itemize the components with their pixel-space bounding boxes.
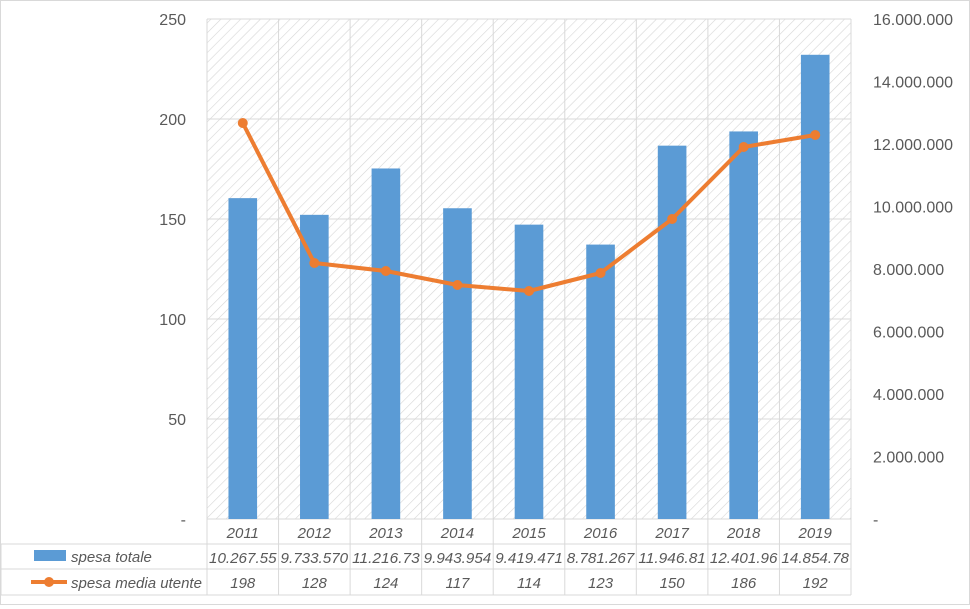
right-axis-tick-label: 16.000.000 [873,12,953,29]
x-axis-category-label: 2016 [583,525,618,542]
data-table-value: 117 [445,575,470,592]
right-axis-tick-label: - [873,512,878,529]
x-axis-category-label: 2017 [654,525,689,542]
bar [228,198,258,519]
left-axis-tick-label: 150 [159,212,186,229]
data-table: 2011 2012 2013 2014 2015 2016 2017 2018 2019 spes… [0,519,852,596]
data-table-value: 9.419.471 [495,550,563,567]
left-axis: - 50 100 150 200 250 [159,12,186,529]
data-table-value: 123 [588,575,614,592]
x-axis-category-label: 2014 [440,525,474,542]
left-axis-tick-label: 50 [168,412,186,429]
data-table-value: 128 [302,575,328,592]
data-table-value: 114 [517,575,541,592]
data-point [309,258,320,268]
bar-series [228,54,830,520]
bar [371,168,401,520]
data-point [452,280,463,290]
right-axis-tick-label: 14.000.000 [873,75,953,92]
data-point [237,118,248,128]
left-axis-tick-label: 200 [159,112,186,129]
legend-key-bar [34,550,66,561]
data-table-value: 11.946.81 [638,550,706,567]
right-axis-tick-label: 12.000.000 [873,137,953,154]
right-axis-tick-label: 8.000.000 [873,262,944,279]
bar [443,208,472,519]
data-table-value: 14.854.78 [781,550,849,567]
x-axis-category-label: 2018 [726,525,761,542]
data-table-value: 198 [230,575,256,592]
data-table-value: 9.943.954 [424,550,492,567]
x-axis-category-label: 2013 [368,525,403,542]
bar [729,131,758,519]
data-table-value: 10.267.55 [209,550,277,567]
left-axis-tick-label: 100 [159,312,186,329]
bar [800,54,830,520]
data-table-value: 9.733.570 [281,550,349,567]
data-table-value: 150 [660,575,686,592]
left-axis-tick-label: 250 [159,12,186,29]
right-axis-tick-label: 2.000.000 [873,450,944,467]
data-table-value: 11.216.73 [352,550,420,567]
right-axis: - 2.000.000 4.000.000 6.000.000 8.000.000 10.… [873,12,953,529]
right-axis-tick-label: 6.000.000 [873,325,944,342]
data-point [524,286,534,296]
legend-key-marker [44,577,54,587]
x-axis-category-label: 2015 [511,525,546,542]
data-table-value: 12.401.96 [710,550,778,567]
data-table-value: 186 [731,575,757,592]
data-point [810,130,821,140]
x-axis-category-label: 2019 [798,525,833,542]
right-axis-tick-label: 10.000.000 [873,200,953,217]
legend-label-bar: spesa totale [71,549,152,566]
data-table-value: 124 [373,575,398,592]
right-axis-tick-label: 4.000.000 [873,387,944,404]
bar [514,224,544,519]
data-point [595,268,606,278]
bar [586,244,615,520]
data-point [380,266,391,276]
data-table-value: 8.781.267 [567,550,635,567]
bar [657,145,687,520]
left-axis-tick-label: - [181,512,186,529]
line-series [237,118,821,296]
data-point [738,142,749,152]
x-axis-category-label: 2012 [297,525,332,542]
data-table-value: 192 [803,575,829,592]
legend-label-line: spesa media utente [71,575,202,592]
x-axis-category-label: 2011 [226,525,259,542]
data-point [667,214,678,224]
